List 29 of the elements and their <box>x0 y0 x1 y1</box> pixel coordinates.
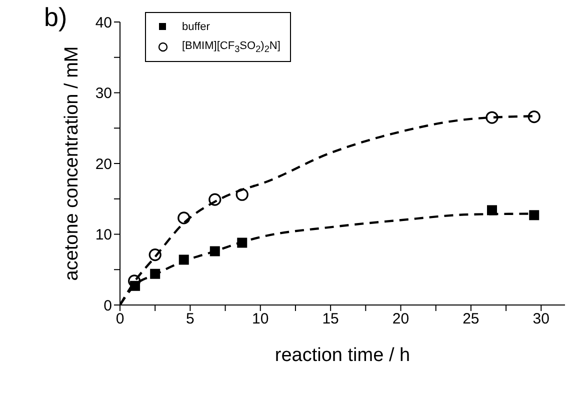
y-tick-label: 40 <box>95 14 112 32</box>
point <box>210 246 220 256</box>
x-tick-label: 25 <box>462 310 480 328</box>
x-axis-title: reaction time / h <box>274 345 410 366</box>
point <box>178 212 190 224</box>
chart-title: b) <box>44 2 68 33</box>
point <box>150 268 160 279</box>
y-axis-title: acetone concentration / mM <box>62 46 82 281</box>
point <box>178 254 189 265</box>
x-tick-label: 15 <box>322 310 339 328</box>
point <box>529 210 540 220</box>
x-tick-label: 30 <box>532 310 550 328</box>
x-tick-label: 0 <box>116 310 124 328</box>
point <box>208 193 222 206</box>
legend-label: buffer <box>182 21 210 33</box>
y-tick-label: 20 <box>95 156 112 173</box>
y-tick-label: 10 <box>95 226 112 244</box>
legend-label: [BMIM][CF$_{3}$SO$_{2}$)$_{2}$N] <box>182 40 280 54</box>
y-tick-label: 30 <box>95 85 112 102</box>
x-tick-label: 5 <box>186 310 194 328</box>
point <box>237 238 248 248</box>
x-tick-label: 20 <box>392 310 410 328</box>
point <box>528 110 540 124</box>
point <box>236 188 248 201</box>
point <box>148 248 162 262</box>
x-tick-label: 10 <box>252 310 269 328</box>
point <box>486 111 498 124</box>
point <box>487 205 498 216</box>
y-tick-label: 0 <box>104 297 112 314</box>
